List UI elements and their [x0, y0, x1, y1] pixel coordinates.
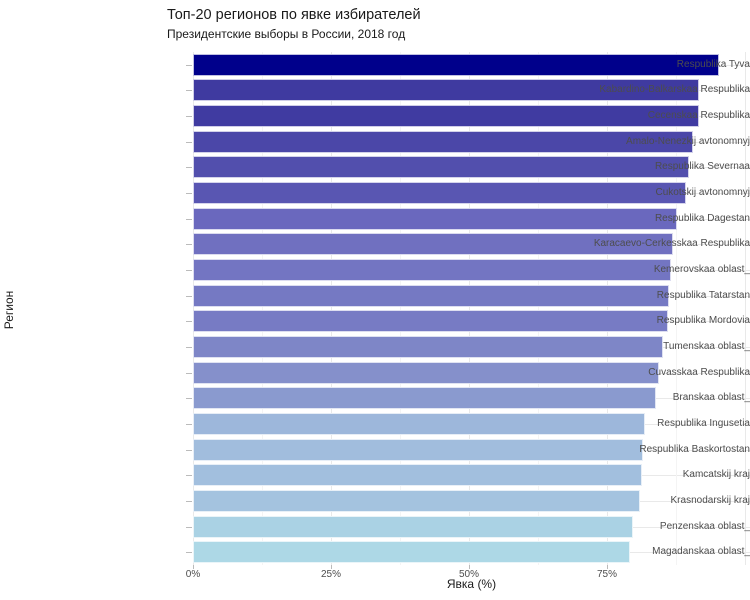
y-axis-label: Kemerovskaa oblast_ — [653, 264, 750, 276]
y-axis-tick — [186, 193, 192, 195]
v-gridline-minor — [262, 52, 263, 565]
y-axis-tick — [186, 64, 192, 66]
y-axis-label: Respublika Severnaa — [654, 161, 750, 173]
bar — [193, 464, 643, 487]
y-axis-tick — [186, 552, 192, 554]
y-axis-tick — [186, 295, 192, 297]
x-axis-tick — [469, 565, 470, 569]
bar — [193, 79, 700, 102]
y-axis-title: Регион — [2, 290, 16, 330]
bar — [193, 207, 678, 230]
v-gridline-minor — [676, 52, 677, 565]
v-gridline-minor — [538, 52, 539, 565]
x-axis-tick-label: 75% — [596, 569, 617, 580]
chart-subtitle: Президентские выборы в России, 2018 год — [167, 27, 406, 41]
y-axis-label: Kabardino-Balkarskaa Respublika — [599, 84, 750, 96]
x-axis-tick-label: 0% — [185, 569, 201, 580]
y-axis-label: Cukotskij avtonomnyj — [655, 187, 750, 199]
v-gridline-major — [331, 52, 332, 565]
x-axis-tick — [331, 565, 332, 569]
bar — [193, 438, 643, 461]
y-axis-label: Kamcatskij kraj — [682, 469, 750, 481]
y-axis-label: Cecenskaa Respublika — [647, 110, 750, 122]
v-gridline-minor — [400, 52, 401, 565]
y-axis-tick — [186, 321, 192, 323]
x-axis-title: Явка (%) — [446, 577, 497, 591]
bar — [193, 412, 646, 435]
y-axis-label: Respublika Ingusetia — [657, 417, 750, 429]
bar — [193, 361, 660, 384]
v-gridline-major — [607, 52, 608, 565]
v-gridline-major — [469, 52, 470, 565]
y-axis-label: Penzenskaa oblast_ — [659, 520, 750, 532]
y-axis-tick — [186, 475, 192, 477]
bar — [193, 310, 669, 333]
y-axis-label: Krasnodarskij kraj — [670, 494, 750, 506]
y-axis-tick — [186, 372, 192, 374]
bar — [193, 105, 699, 128]
y-axis-tick — [186, 449, 192, 451]
y-axis-tick — [186, 398, 192, 400]
y-axis-tick — [186, 500, 192, 502]
bar — [193, 515, 633, 538]
y-axis-label: Respublika Baskortostan — [639, 443, 750, 455]
plot-panel — [193, 52, 750, 565]
y-axis-tick — [186, 116, 192, 118]
bar — [193, 156, 690, 179]
bar — [193, 284, 670, 307]
y-axis-label: Amalo-Nenezkij avtonomnyj — [626, 135, 750, 147]
x-axis-tick-label: 50% — [458, 569, 479, 580]
bars-layer — [193, 52, 750, 565]
bar — [193, 130, 694, 153]
x-axis-tick-label: 25% — [320, 569, 341, 580]
bar — [193, 259, 672, 282]
y-axis-label: Respublika Mordovia — [656, 315, 750, 327]
bar — [193, 489, 641, 512]
bar — [193, 182, 686, 205]
y-axis-label: Respublika Tyva — [676, 58, 750, 70]
v-gridline-major — [745, 52, 746, 565]
x-axis-tick — [193, 565, 194, 569]
bar — [193, 53, 719, 76]
bar — [193, 541, 631, 564]
y-axis-label: Respublika Tatarstan — [656, 289, 750, 301]
y-axis-label: Karacaevo-Cerkesskaa Respublika — [593, 238, 750, 250]
y-axis-label: Tumenskaa oblast_ — [663, 340, 750, 352]
y-axis-label: Cuvasskaa Respublika — [648, 366, 750, 378]
y-axis-tick — [186, 526, 192, 528]
bar — [193, 335, 664, 358]
y-axis-tick — [186, 244, 192, 246]
v-gridline-major — [193, 52, 194, 565]
x-axis-tick — [607, 565, 608, 569]
bar — [193, 387, 657, 410]
y-axis-label: Respublika Dagestan — [654, 212, 750, 224]
y-axis-tick — [186, 346, 192, 348]
y-axis-tick — [186, 423, 192, 425]
y-axis-label: Branskaa oblast_ — [672, 392, 750, 404]
y-axis-tick — [186, 218, 192, 220]
y-axis-tick — [186, 270, 192, 272]
y-axis-tick — [186, 90, 192, 92]
y-axis-label: Magadanskaa oblast_ — [652, 546, 750, 558]
y-axis-tick — [186, 167, 192, 169]
bar — [193, 233, 674, 256]
y-axis-tick — [186, 141, 192, 143]
chart-title: Топ-20 регионов по явке избирателей — [167, 7, 421, 23]
